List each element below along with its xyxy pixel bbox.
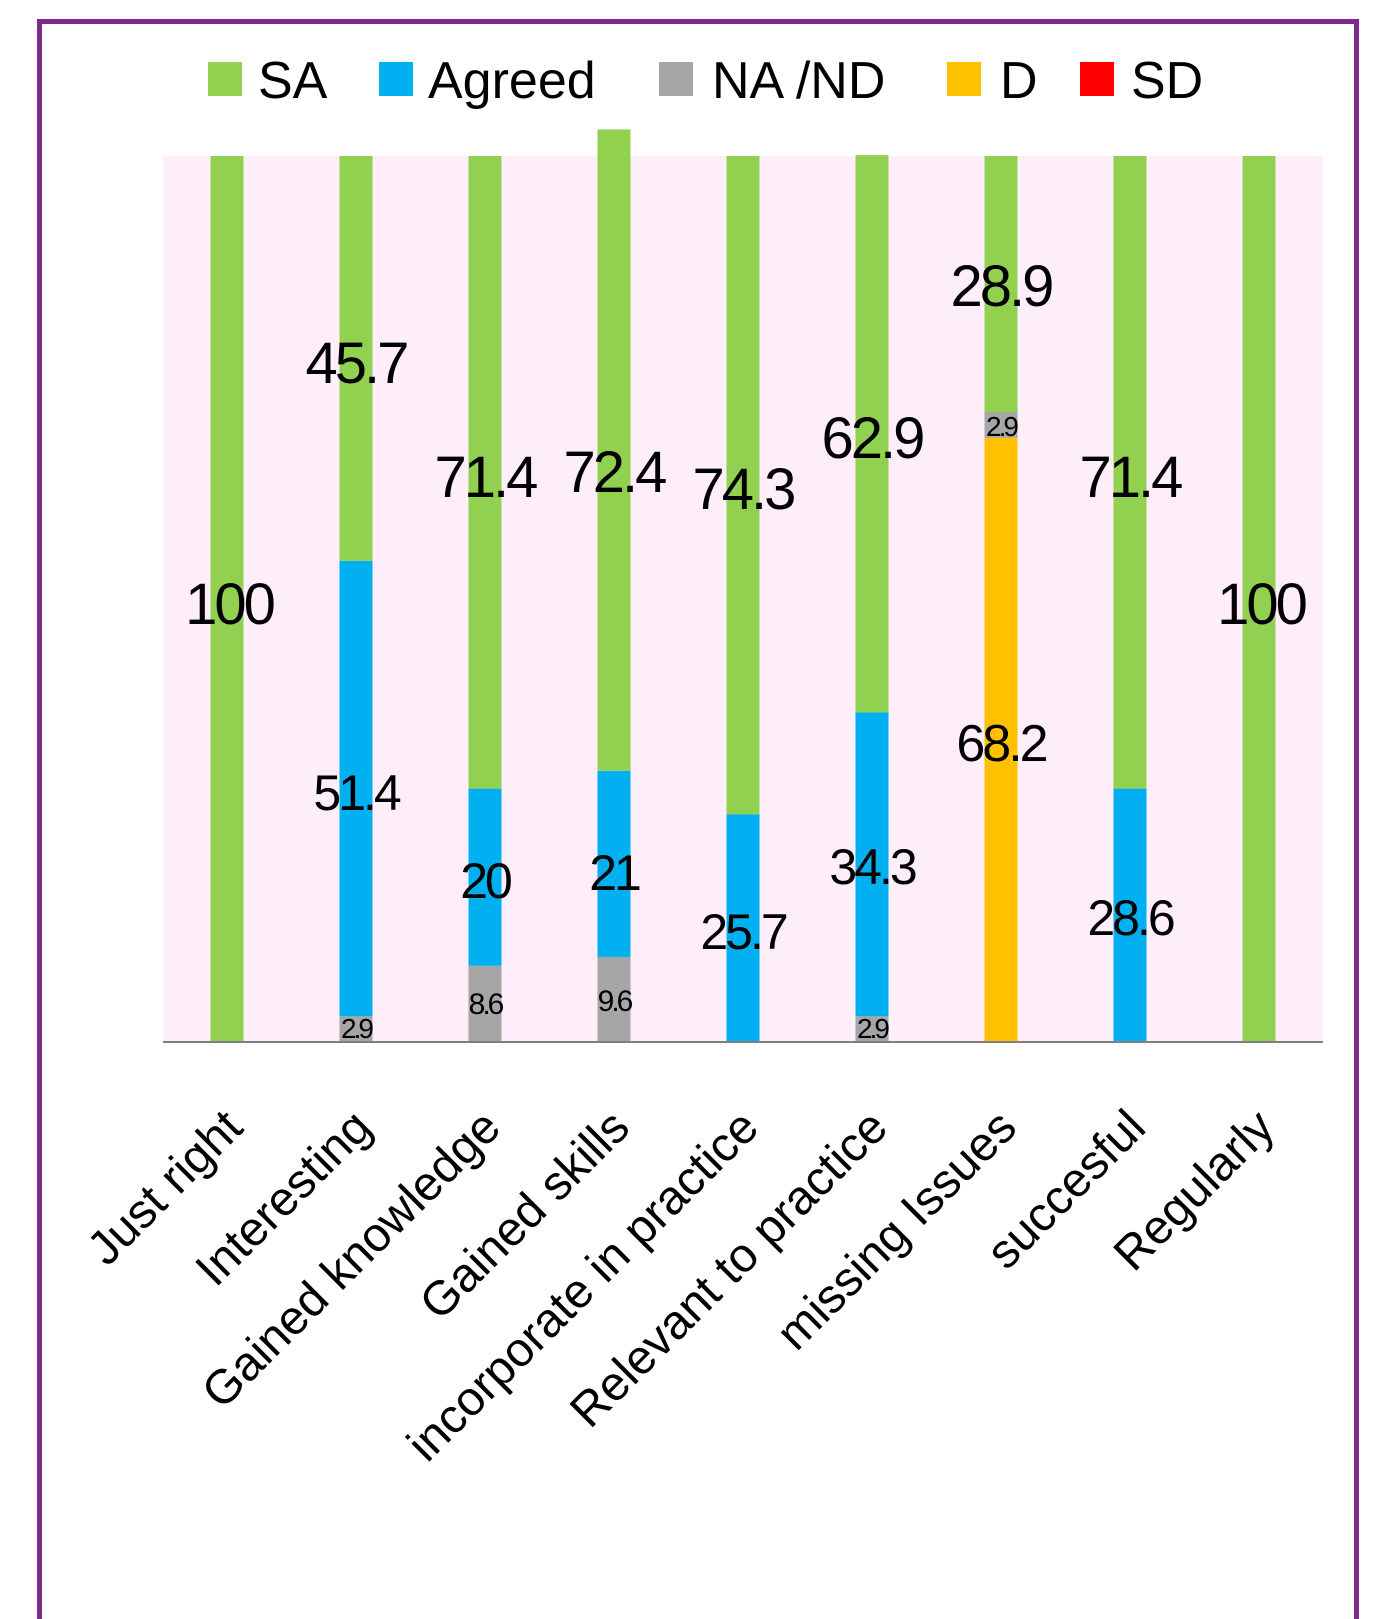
legend-swatch-agreed: [379, 62, 413, 96]
legend-swatch-sd: [1080, 62, 1114, 96]
legend-swatch-d: [947, 62, 981, 96]
bar-interesting-agreed: [339, 560, 373, 1017]
data-label-interesting-agreed: 51.4: [313, 765, 401, 821]
data-label-incorporate-in-practice-sa: 74.3: [693, 457, 795, 522]
legend-label-sa: SA: [258, 52, 328, 110]
bar-incorporate-in-practice-sa: [726, 156, 760, 815]
data-label-succesful-agreed: 28.6: [1087, 890, 1174, 946]
data-label-gained-knowledge-agreed: 20: [460, 853, 511, 909]
data-label-missing-issues-sa: 28.9: [951, 254, 1053, 319]
bar-succesful-sa: [1113, 156, 1147, 789]
data-label-missing-issues-na-nd: 2.9: [986, 411, 1018, 442]
data-label-gained-skills-na-nd: 9.6: [598, 985, 633, 1018]
bar-gained-skills-na-nd: [597, 956, 631, 1042]
data-label-interesting-na-nd: 2.9: [341, 1013, 373, 1044]
data-label-relevant-to-practice-na-nd: 2.9: [857, 1013, 889, 1044]
bar-gained-knowledge-sa: [468, 156, 502, 789]
data-label-regularly-sa: 100: [1217, 572, 1306, 637]
bar-relevant-to-practice-na-nd: [855, 1016, 889, 1042]
bar-interesting-sa: [339, 156, 373, 561]
bar-incorporate-in-practice-agreed: [726, 814, 760, 1042]
data-label-gained-knowledge-na-nd: 8.6: [469, 988, 504, 1021]
data-label-just-right-sa: 100: [185, 572, 274, 637]
bar-relevant-to-practice-agreed: [855, 712, 889, 1017]
bar-gained-skills-sa: [597, 129, 631, 771]
bar-missing-issues-d: [984, 437, 1018, 1042]
legend-swatch-na-nd: [659, 62, 693, 96]
bar-missing-issues-na-nd: [984, 412, 1018, 438]
bar-interesting-na-nd: [339, 1016, 373, 1042]
data-label-relevant-to-practice-agreed: 34.3: [829, 839, 916, 895]
data-label-interesting-sa: 45.7: [306, 331, 408, 396]
data-label-succesful-sa: 71.4: [1080, 445, 1183, 510]
legend-swatch-sa: [208, 62, 242, 96]
legend-label-sd: SD: [1131, 52, 1203, 110]
bar-just-right-sa: [210, 156, 244, 1042]
bar-regularly-sa: [1242, 156, 1276, 1042]
data-label-relevant-to-practice-sa: 62.9: [822, 406, 924, 471]
data-label-gained-skills-agreed: 21: [589, 845, 640, 901]
legend-label-d: D: [1000, 52, 1038, 110]
bar-succesful-agreed: [1113, 788, 1147, 1042]
data-label-gained-skills-sa: 72.4: [564, 440, 667, 505]
legend-label-na-nd: NA /ND: [712, 52, 885, 110]
stacked-bar-chart: SA Agreed NA /ND D SD 100 45.7 71.4 72.4 74.3 62.9…: [78, 52, 1323, 1472]
bar-relevant-to-practice-sa: [855, 155, 889, 713]
bar-gained-knowledge-agreed: [468, 788, 502, 966]
bar-missing-issues-sa: [984, 156, 1018, 413]
legend-label-agreed: Agreed: [428, 52, 596, 110]
bar-gained-knowledge-na-nd: [468, 965, 502, 1042]
data-label-incorporate-in-practice-agreed: 25.7: [700, 904, 787, 960]
bar-gained-skills-agreed: [597, 770, 631, 957]
data-label-missing-issues-d: 68.2: [956, 715, 1046, 773]
data-label-gained-knowledge-sa: 71.4: [435, 445, 538, 510]
